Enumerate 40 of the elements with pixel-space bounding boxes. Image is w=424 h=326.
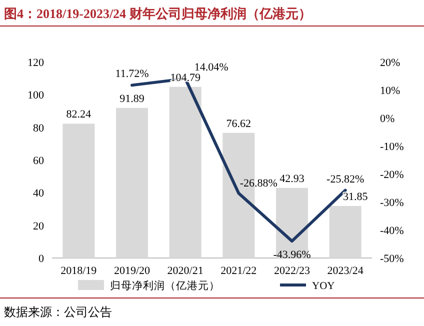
x-tick-label: 2021/22 bbox=[220, 265, 257, 277]
y2-tick-label: -50% bbox=[380, 253, 404, 265]
bar bbox=[116, 108, 148, 258]
data-label: 104.79 bbox=[170, 72, 201, 84]
chart-title: 图4：2018/19-2023/24 财年公司归母净利润（亿港元） bbox=[4, 6, 312, 21]
data-label: 82.24 bbox=[66, 108, 92, 121]
x-tick-label: 2020/21 bbox=[167, 265, 204, 277]
data-label: 31.85 bbox=[342, 190, 368, 203]
y-tick-label: 120 bbox=[28, 57, 44, 69]
y2-tick-label: 10% bbox=[380, 85, 400, 97]
data-label: 14.04% bbox=[194, 62, 228, 74]
source-note: 数据来源：公司公告 bbox=[4, 305, 112, 319]
data-label: 42.93 bbox=[280, 172, 305, 185]
data-label: 76.62 bbox=[226, 118, 252, 130]
y2-tick-label: -10% bbox=[380, 141, 404, 153]
bar bbox=[329, 206, 362, 258]
y-tick-label: 40 bbox=[33, 188, 44, 200]
x-tick-label: 2018/19 bbox=[60, 265, 98, 277]
data-label: 11.72% bbox=[115, 68, 149, 80]
data-label: -43.96% bbox=[273, 249, 311, 262]
y2-tick-label: -40% bbox=[380, 225, 404, 237]
y2-tick-label: -20% bbox=[380, 169, 404, 181]
x-tick-label: 2022/23 bbox=[274, 265, 311, 277]
x-tick-label: 2023/24 bbox=[327, 265, 364, 277]
y-tick-label: 60 bbox=[33, 155, 44, 167]
legend-label: 归母净利润（亿港元） bbox=[110, 279, 220, 292]
bar bbox=[169, 86, 202, 258]
y2-tick-label: -30% bbox=[380, 197, 404, 209]
y-tick-label: 0 bbox=[38, 253, 44, 265]
data-label: 91.89 bbox=[120, 92, 145, 105]
data-label: -26.88% bbox=[240, 177, 278, 190]
y2-tick-label: 0% bbox=[380, 113, 395, 125]
bar bbox=[62, 124, 95, 258]
y-tick-label: 20 bbox=[33, 220, 44, 232]
legend-label: YOY bbox=[312, 281, 336, 292]
y-tick-label: 80 bbox=[33, 122, 44, 134]
x-tick-label: 2019/20 bbox=[114, 265, 151, 277]
y-tick-label: 100 bbox=[28, 90, 44, 102]
data-label: -25.82% bbox=[326, 173, 364, 186]
y2-tick-label: 20% bbox=[380, 57, 400, 69]
